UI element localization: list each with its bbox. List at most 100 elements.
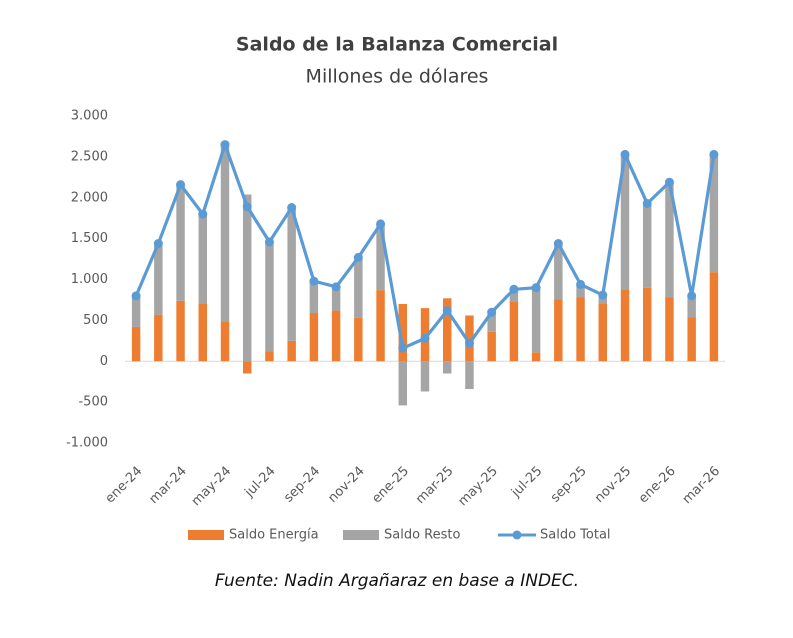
line-point [464, 338, 474, 348]
bar [265, 351, 274, 362]
line-point [531, 283, 541, 293]
bar [709, 272, 719, 362]
bar [331, 286, 341, 311]
chart-title: Saldo de la Balanza Comercial [236, 34, 558, 56]
x-tick-label: mar-24 [146, 464, 189, 507]
legend-swatch [343, 530, 379, 540]
y-tick-label: 1.000 [71, 272, 108, 287]
line-point [220, 140, 230, 150]
bar [198, 303, 207, 362]
line-point [176, 180, 186, 190]
bar [376, 290, 385, 362]
line-point [309, 276, 319, 286]
line-point [442, 306, 452, 316]
line-point [242, 202, 252, 212]
line-point [198, 209, 208, 219]
x-tick-label: nov-24 [325, 464, 367, 506]
legend-label: Saldo Resto [384, 528, 460, 543]
line-point [509, 284, 519, 294]
bar [509, 301, 519, 362]
line-point [353, 252, 363, 262]
bar [620, 289, 630, 362]
y-tick-label: -500 [78, 395, 108, 410]
line-point [487, 307, 497, 317]
bar [487, 331, 496, 362]
y-tick-label: 0 [100, 354, 108, 369]
bar [665, 297, 674, 362]
y-tick-label: 2.500 [71, 149, 108, 164]
bar [420, 361, 430, 392]
x-tick-label: sep-25 [548, 464, 590, 506]
line-point [420, 333, 430, 343]
legend-label: Saldo Energía [229, 528, 319, 543]
line-point [131, 291, 141, 301]
x-tick-label: may-24 [189, 464, 234, 509]
line-point [687, 291, 697, 301]
x-tick-label: nov-25 [592, 464, 634, 506]
bar [554, 243, 563, 300]
x-tick-label: mar-26 [680, 464, 723, 507]
bar [465, 361, 474, 390]
bar [243, 194, 252, 362]
bar [443, 298, 452, 362]
bar [287, 340, 296, 362]
bar [220, 144, 230, 323]
bar [198, 214, 207, 304]
line-point [620, 149, 630, 159]
line-point [398, 343, 408, 353]
line-point [553, 239, 563, 249]
bar [531, 287, 541, 353]
y-tick-label: -1.000 [66, 436, 108, 451]
line-point [153, 239, 163, 249]
source-note: Fuente: Nadin Argañaraz en base a INDEC. [215, 571, 579, 591]
bar [243, 361, 252, 374]
y-tick-label: 500 [83, 313, 108, 328]
bar [487, 312, 496, 332]
line-point [598, 290, 608, 300]
line-point [642, 198, 652, 208]
line-point [576, 279, 586, 289]
bar [376, 223, 385, 291]
chart-subtitle: Millones de dólares [306, 66, 489, 88]
bar [443, 361, 452, 374]
line-point [331, 282, 341, 292]
bar [331, 310, 341, 362]
x-tick-label: jul-24 [241, 464, 278, 501]
bar [287, 207, 296, 341]
bar [154, 314, 163, 362]
bar [465, 315, 474, 362]
legend-label: Saldo Total [540, 528, 611, 543]
bar [687, 317, 696, 362]
bar [354, 257, 363, 318]
bar [554, 299, 563, 362]
x-tick-label: ene-24 [103, 464, 146, 507]
line-point [264, 237, 274, 247]
bar [687, 295, 696, 318]
bar [309, 313, 319, 362]
line-point [664, 177, 674, 187]
line-point [287, 203, 297, 213]
bar [220, 322, 230, 362]
bar [265, 241, 274, 352]
y-tick-label: 3.000 [71, 109, 108, 124]
line-point [709, 149, 719, 159]
x-tick-label: ene-26 [636, 464, 679, 507]
legend-swatch [188, 530, 224, 540]
bar [643, 203, 652, 288]
bar [620, 154, 630, 290]
bar [354, 317, 363, 362]
y-tick-label: 1.500 [71, 231, 108, 246]
bar [309, 281, 319, 314]
bar [131, 326, 141, 362]
x-tick-label: mar-25 [413, 464, 456, 507]
bar [154, 243, 163, 315]
bar [176, 184, 185, 301]
bar [531, 352, 541, 362]
bar [509, 289, 519, 302]
bar [131, 295, 141, 327]
bar [665, 182, 674, 298]
x-tick-label: jul-25 [508, 464, 545, 501]
y-tick-label: 2.000 [71, 190, 108, 205]
x-tick-label: ene-25 [369, 464, 412, 507]
